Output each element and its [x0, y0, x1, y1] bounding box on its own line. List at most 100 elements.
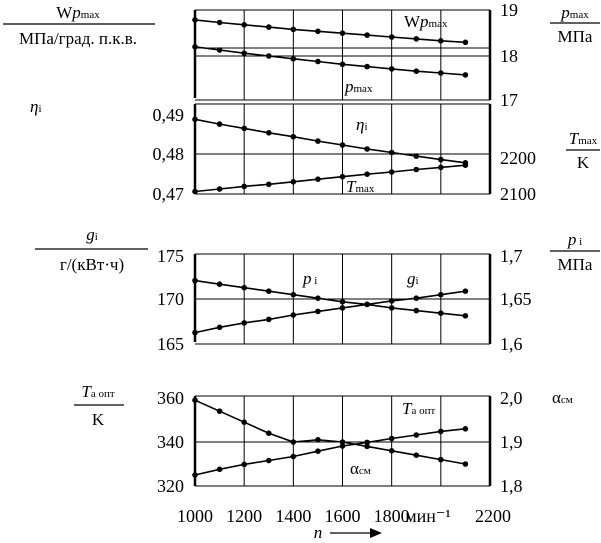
panel-2-right-tick-2: 1,6	[500, 334, 523, 354]
right-label-tmax-den: K	[577, 153, 590, 172]
data-point-2-1-3	[266, 288, 272, 295]
series-line-1-0	[194, 118, 466, 164]
data-point-0-0-0	[192, 17, 198, 23]
data-point-2-0-0	[192, 329, 198, 336]
data-point-1-0-0	[192, 116, 198, 123]
panel-1-right-tick-1: 2100	[500, 184, 536, 204]
curve-label-pmax: pmax	[344, 77, 373, 96]
data-point-0-0-2	[241, 22, 247, 28]
data-point-2-1-7	[364, 301, 370, 308]
data-point-0-0-3	[266, 24, 272, 30]
data-point-3-1-10	[438, 428, 444, 435]
data-point-3-1-7	[364, 439, 370, 446]
data-point-3-0-10	[438, 456, 444, 463]
data-point-3-0-7	[364, 443, 370, 450]
data-point-3-0-5	[315, 437, 321, 443]
right-label-pmax-num: pmax	[560, 3, 589, 22]
data-point-0-1-6	[339, 61, 346, 68]
data-point-3-1-2	[241, 461, 247, 468]
panel-2-left-tick-0: 175	[157, 246, 184, 266]
curve-label-eta: ηi	[356, 115, 368, 134]
left-label-gi-num: gi	[86, 225, 98, 244]
data-point-0-1-8	[388, 66, 395, 72]
data-point-3-0-0	[192, 397, 198, 404]
data-point-3-1-3	[266, 457, 272, 464]
data-point-0-0-1	[216, 19, 223, 26]
data-point-0-0-9	[413, 36, 420, 42]
left-label-ta-num: Ta опт	[81, 382, 114, 401]
data-point-0-0-4	[290, 26, 297, 33]
data-point-2-0-9	[413, 295, 420, 302]
series-line-2-0	[194, 290, 466, 334]
x-tick-1600: 1600	[325, 506, 361, 526]
data-point-0-1-1	[216, 47, 223, 53]
data-point-1-1-11	[462, 162, 469, 168]
data-point-2-0-11	[462, 288, 469, 295]
data-point-1-1-6	[339, 173, 346, 180]
right-label-alpha: αсм	[552, 388, 573, 407]
data-point-0-1-11	[462, 72, 469, 78]
data-point-0-0-11	[462, 39, 469, 46]
panel-2-left-tick-1: 170	[157, 289, 184, 309]
x-tick-1200: 1200	[226, 506, 262, 526]
data-point-3-1-8	[388, 435, 395, 442]
data-point-1-1-7	[364, 171, 370, 177]
data-point-1-1-9	[413, 166, 420, 173]
data-point-2-1-1	[216, 281, 223, 288]
data-point-0-1-4	[290, 56, 297, 62]
data-point-2-1-2	[241, 284, 247, 291]
data-point-1-0-8	[388, 149, 395, 156]
right-label-pmax-den: МПа	[558, 27, 593, 46]
panel-0-right-tick-1: 18	[500, 46, 518, 66]
data-point-2-0-3	[266, 316, 272, 323]
left-label-wpmax-den: МПа/град. п.к.в.	[19, 29, 137, 48]
data-point-3-0-11	[462, 461, 469, 467]
right-label-pi-den: МПа	[558, 255, 593, 274]
x-tick-1800: 1800	[374, 506, 410, 526]
data-point-2-0-6	[339, 305, 346, 311]
left-label-gi-den: г/(кВт·ч)	[60, 255, 124, 274]
data-point-3-1-1	[216, 466, 223, 473]
panel-3-left-tick-1: 340	[157, 432, 184, 452]
grid-lines	[195, 10, 490, 486]
left-label-ta-den: K	[92, 410, 105, 429]
data-point-1-1-10	[438, 164, 444, 171]
data-point-0-1-9	[413, 68, 420, 74]
data-point-1-0-7	[364, 146, 370, 152]
data-point-3-0-3	[266, 430, 272, 437]
x-axis-unit: мин⁻¹	[405, 506, 451, 526]
data-point-2-1-9	[413, 307, 420, 314]
data-point-1-0-10	[438, 156, 444, 163]
data-point-1-0-3	[266, 130, 272, 136]
series-line-0-1	[194, 46, 466, 76]
data-point-1-1-3	[266, 181, 272, 188]
data-point-0-1-7	[364, 63, 370, 70]
data-point-3-0-2	[241, 419, 247, 426]
data-point-0-0-5	[315, 28, 321, 35]
data-point-2-1-5	[315, 295, 321, 302]
curve-label-wpmax: Wpmax	[404, 12, 448, 31]
data-point-3-0-9	[413, 452, 420, 459]
data-point-3-1-4	[290, 453, 297, 460]
data-point-0-1-3	[266, 53, 272, 59]
data-point-3-0-1	[216, 408, 223, 415]
series-line-2-1	[194, 279, 466, 317]
panel-3-right-tick-2: 1,8	[500, 476, 523, 496]
curve-labels: Wpmax pmax ηi Tmax p i gi Ta опт αсм	[302, 12, 448, 478]
x-axis-arrow-head	[370, 528, 382, 538]
right-label-tmax-num: Tmax	[569, 129, 598, 148]
data-point-0-1-5	[315, 58, 321, 65]
data-point-3-1-0	[192, 472, 198, 478]
data-point-0-0-7	[364, 32, 370, 38]
data-point-2-0-4	[290, 312, 297, 318]
tick-labels: 19 18 17 0,49 0,48 0,47 2200 2100 175 170 165 1,7 1,…	[153, 0, 537, 526]
curve-label-pi: p i	[302, 269, 317, 288]
curves	[194, 19, 466, 476]
data-point-1-0-6	[339, 142, 346, 148]
x-tick-1000: 1000	[177, 506, 213, 526]
x-tick-2200: 2200	[475, 506, 511, 526]
data-markers	[192, 17, 469, 478]
panel-3-right-tick-1: 1,9	[500, 432, 523, 452]
data-point-0-0-10	[438, 38, 444, 44]
